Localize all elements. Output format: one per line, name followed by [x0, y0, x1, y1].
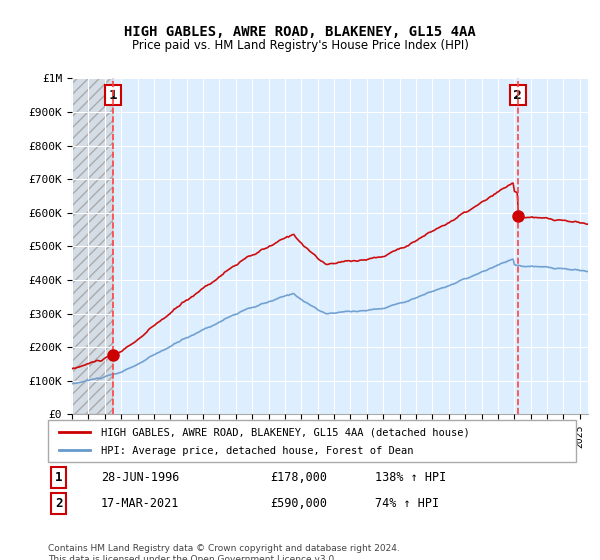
- Text: HIGH GABLES, AWRE ROAD, BLAKENEY, GL15 4AA: HIGH GABLES, AWRE ROAD, BLAKENEY, GL15 4…: [124, 25, 476, 39]
- Text: 28-JUN-1996: 28-JUN-1996: [101, 471, 179, 484]
- Text: £590,000: £590,000: [270, 497, 327, 510]
- Text: 138% ↑ HPI: 138% ↑ HPI: [376, 471, 446, 484]
- Text: Contains HM Land Registry data © Crown copyright and database right 2024.
This d: Contains HM Land Registry data © Crown c…: [48, 544, 400, 560]
- Text: 2: 2: [514, 88, 522, 102]
- Text: 2: 2: [55, 497, 62, 510]
- Text: HPI: Average price, detached house, Forest of Dean: HPI: Average price, detached house, Fore…: [101, 446, 413, 456]
- Bar: [72, 78, 113, 414]
- FancyBboxPatch shape: [48, 420, 576, 462]
- Bar: [72, 78, 113, 414]
- Text: 1: 1: [109, 88, 117, 102]
- Text: 17-MAR-2021: 17-MAR-2021: [101, 497, 179, 510]
- Text: HIGH GABLES, AWRE ROAD, BLAKENEY, GL15 4AA (detached house): HIGH GABLES, AWRE ROAD, BLAKENEY, GL15 4…: [101, 428, 470, 437]
- Text: £178,000: £178,000: [270, 471, 327, 484]
- Text: 74% ↑ HPI: 74% ↑ HPI: [376, 497, 439, 510]
- Text: 1: 1: [55, 471, 62, 484]
- Text: Price paid vs. HM Land Registry's House Price Index (HPI): Price paid vs. HM Land Registry's House …: [131, 39, 469, 52]
